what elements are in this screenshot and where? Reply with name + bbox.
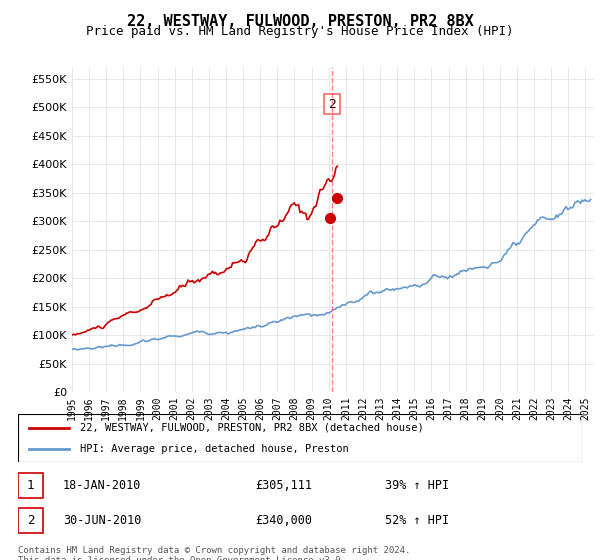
Text: Contains HM Land Registry data © Crown copyright and database right 2024.
This d: Contains HM Land Registry data © Crown c… bbox=[18, 546, 410, 560]
Text: 18-JAN-2010: 18-JAN-2010 bbox=[63, 479, 142, 492]
Bar bbox=[18, 507, 43, 533]
Text: 22, WESTWAY, FULWOOD, PRESTON, PR2 8BX: 22, WESTWAY, FULWOOD, PRESTON, PR2 8BX bbox=[127, 14, 473, 29]
Text: HPI: Average price, detached house, Preston: HPI: Average price, detached house, Pres… bbox=[80, 444, 349, 454]
Text: £305,111: £305,111 bbox=[255, 479, 312, 492]
Text: £340,000: £340,000 bbox=[255, 514, 312, 526]
Text: 52% ↑ HPI: 52% ↑ HPI bbox=[385, 514, 449, 526]
Text: 30-JUN-2010: 30-JUN-2010 bbox=[63, 514, 142, 526]
Text: 1: 1 bbox=[26, 479, 34, 492]
Text: 39% ↑ HPI: 39% ↑ HPI bbox=[385, 479, 449, 492]
Bar bbox=[18, 473, 43, 498]
Text: 2: 2 bbox=[328, 98, 336, 111]
Text: Price paid vs. HM Land Registry's House Price Index (HPI): Price paid vs. HM Land Registry's House … bbox=[86, 25, 514, 38]
Text: 2: 2 bbox=[26, 514, 34, 526]
Text: 22, WESTWAY, FULWOOD, PRESTON, PR2 8BX (detached house): 22, WESTWAY, FULWOOD, PRESTON, PR2 8BX (… bbox=[80, 423, 424, 433]
